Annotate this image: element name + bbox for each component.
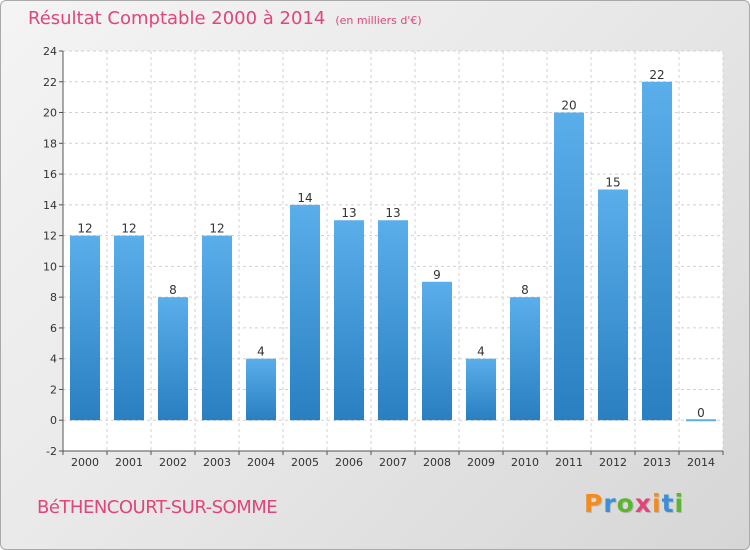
bar-2004 — [246, 358, 276, 421]
y-tick-label: 22 — [43, 76, 57, 89]
data-label: 8 — [521, 283, 529, 297]
bar-2013 — [642, 81, 672, 421]
x-tick-label: 2004 — [247, 456, 275, 469]
y-tick-label: 24 — [43, 45, 57, 58]
data-label: 12 — [77, 222, 92, 236]
y-tick-label: 18 — [43, 137, 57, 150]
y-tick-label: 10 — [43, 260, 57, 273]
y-tick-label: 16 — [43, 168, 57, 181]
bar-2003 — [202, 235, 232, 421]
x-tick-label: 2009 — [467, 456, 495, 469]
data-label: 12 — [209, 222, 224, 236]
logo-letter: o — [616, 489, 635, 518]
x-tick-label: 2002 — [159, 456, 187, 469]
x-tick-label: 2014 — [687, 456, 715, 469]
bar-2001 — [114, 235, 144, 421]
x-tick-label: 2003 — [203, 456, 231, 469]
logo-letter: x — [634, 489, 652, 518]
data-label: 13 — [341, 206, 356, 220]
data-label: 14 — [297, 191, 312, 205]
bar-2011 — [554, 112, 584, 421]
logo-letter: t — [661, 489, 675, 518]
data-label: 15 — [605, 175, 620, 189]
data-label: 13 — [385, 206, 400, 220]
bar-2010 — [510, 297, 540, 421]
x-tick-label: 2011 — [555, 456, 583, 469]
logo-letter: r — [603, 489, 617, 518]
x-tick-label: 2013 — [643, 456, 671, 469]
data-labels: 12 12 8 12 4 14 13 13 9 4 8 20 15 22 0 — [77, 68, 704, 420]
data-label: 12 — [121, 222, 136, 236]
bar-2005 — [290, 204, 320, 421]
bar-2002 — [158, 297, 188, 421]
bar-2008 — [422, 281, 452, 421]
y-tick-label: 20 — [43, 107, 57, 120]
data-label: 20 — [561, 99, 576, 113]
data-label: 8 — [169, 283, 177, 297]
x-tick-label: 2007 — [379, 456, 407, 469]
bar-2012 — [598, 189, 628, 421]
bar-2000 — [70, 235, 100, 421]
bar-2006 — [334, 220, 364, 421]
data-label: 4 — [257, 345, 265, 359]
commune-name: BéTHENCOURT-SUR-SOMME — [37, 497, 278, 518]
x-tick-label: 2010 — [511, 456, 539, 469]
y-tick-label: 12 — [43, 230, 57, 243]
chart-title: Résultat Comptable 2000 à 2014 (en millie… — [28, 8, 422, 29]
y-tick-label: -2 — [46, 445, 57, 458]
x-tick-label: 2001 — [115, 456, 143, 469]
data-label: 9 — [433, 268, 441, 282]
logo-letter: P — [584, 489, 604, 518]
bar-2007 — [378, 220, 408, 421]
x-tick-label: 2012 — [599, 456, 627, 469]
data-label: 0 — [697, 406, 705, 420]
logo-letter: i — [652, 489, 662, 518]
y-tick-label: 0 — [50, 414, 57, 427]
bar-2009 — [466, 358, 496, 421]
proxiti-logo: Proxiti — [584, 489, 684, 518]
y-tick-label: 6 — [50, 322, 57, 335]
x-tick-label: 2005 — [291, 456, 319, 469]
data-label: 4 — [477, 345, 485, 359]
title-text: Résultat Comptable 2000 à 2014 — [28, 8, 326, 29]
bars — [70, 81, 716, 422]
title-unit: (en milliers d'€) — [335, 14, 422, 27]
y-tick-label: 14 — [43, 199, 57, 212]
y-tick-label: 2 — [50, 383, 57, 396]
logo-letter: i — [674, 489, 685, 518]
x-tick-label: 2008 — [423, 456, 451, 469]
y-tick-label: 8 — [50, 291, 57, 304]
x-tick-label: 2000 — [71, 456, 99, 469]
y-tick-label: 4 — [50, 353, 57, 366]
data-label: 22 — [649, 68, 664, 82]
x-tick-label: 2006 — [335, 456, 363, 469]
